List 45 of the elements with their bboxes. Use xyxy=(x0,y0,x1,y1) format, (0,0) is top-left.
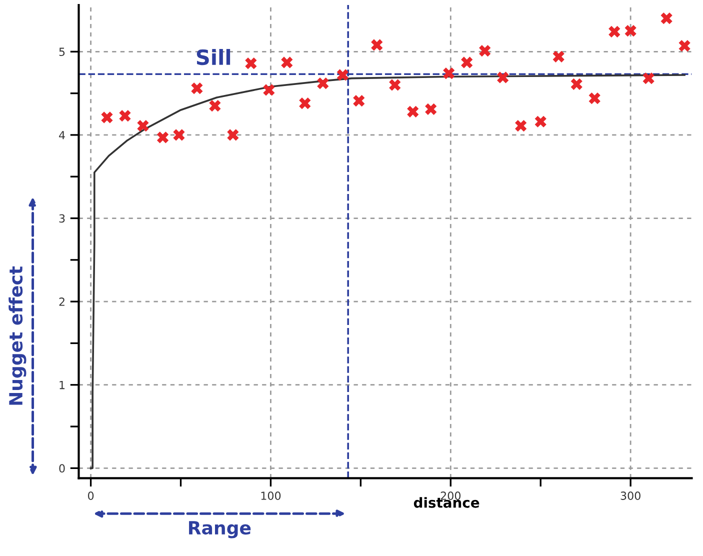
y-tick-label: 5 xyxy=(59,48,65,56)
point xyxy=(425,103,437,115)
point xyxy=(678,40,690,52)
ref-line-label: Range xyxy=(189,521,251,538)
point xyxy=(642,72,654,84)
point xyxy=(209,100,221,112)
point xyxy=(588,92,600,104)
point xyxy=(461,56,473,68)
x-tick-label: 100 xyxy=(261,492,281,500)
point xyxy=(660,12,672,24)
text: Nugget effect xyxy=(8,266,26,405)
point xyxy=(570,78,582,90)
point xyxy=(443,68,455,80)
point xyxy=(534,116,546,128)
point xyxy=(156,132,169,144)
point xyxy=(227,129,239,141)
point xyxy=(497,72,509,84)
point xyxy=(317,78,329,90)
point xyxy=(281,56,293,68)
point xyxy=(137,120,149,132)
point xyxy=(101,112,113,124)
point xyxy=(624,25,636,37)
x-tick-label: 0 xyxy=(88,492,94,500)
point xyxy=(191,82,203,94)
point xyxy=(263,84,275,96)
point xyxy=(299,97,311,110)
point xyxy=(245,58,257,70)
point xyxy=(353,94,365,107)
point xyxy=(389,79,401,91)
point xyxy=(336,69,348,81)
y-tick-label: 0 xyxy=(59,464,65,473)
point xyxy=(371,39,383,51)
y-tick-label: 4 xyxy=(59,131,65,140)
point xyxy=(552,50,564,62)
point xyxy=(479,45,491,57)
point xyxy=(608,26,620,38)
point xyxy=(119,110,131,122)
point xyxy=(407,106,419,118)
point xyxy=(173,129,185,141)
y-tick-label: 1 xyxy=(60,380,65,390)
x-tick-label: 300 xyxy=(620,492,640,500)
ref-line-label: Sill xyxy=(196,48,230,66)
point xyxy=(515,120,527,132)
y-tick-label: 2 xyxy=(59,298,64,306)
y-tick-label: 3 xyxy=(59,214,65,223)
